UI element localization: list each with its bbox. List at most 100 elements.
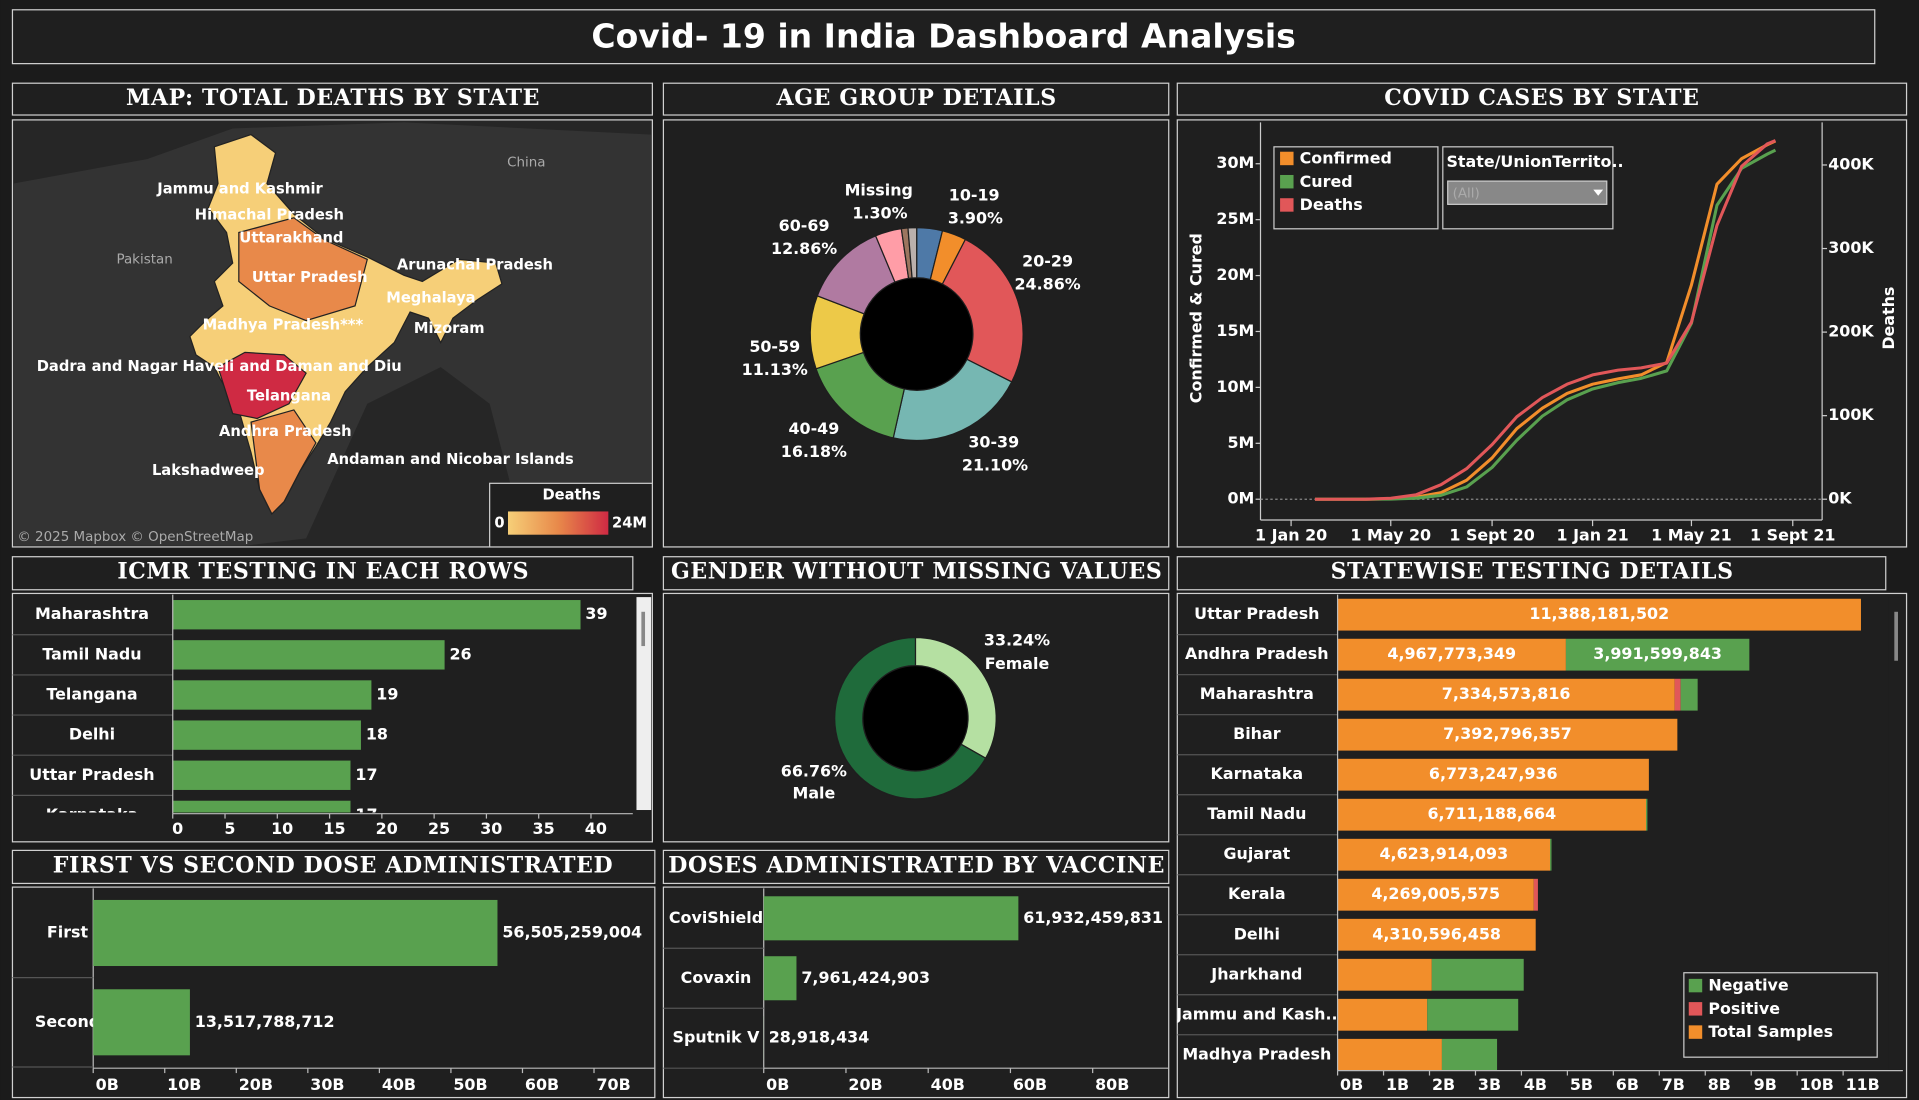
y-tick-label: 15M [1216, 321, 1254, 340]
bar [1337, 718, 1678, 751]
x-tick-label: 60B [1013, 1075, 1047, 1094]
value-label: 4,310,596,458 [1372, 924, 1501, 943]
legend-label: Total Samples [1708, 1022, 1833, 1041]
value-label: 7,961,424,903 [801, 968, 930, 987]
category-label: Maharashtra [1200, 684, 1314, 703]
x-tick-label: 20B [239, 1075, 273, 1094]
bar [1533, 878, 1538, 911]
scrollbar[interactable] [636, 597, 652, 811]
slice-label: 50-59 [749, 337, 800, 356]
scrollbar[interactable] [1888, 597, 1905, 1070]
state-label: Himachal Pradesh [195, 206, 344, 223]
panel-title: STATEWISE TESTING DETAILS [1331, 559, 1734, 585]
legend-swatch [1280, 174, 1294, 189]
x-tick-label: 0B [96, 1075, 119, 1094]
value-label: 6,773,247,936 [1429, 764, 1558, 783]
x-tick-label: 1B [1386, 1075, 1409, 1094]
scroll-thumb[interactable] [641, 611, 646, 647]
bar [1337, 758, 1649, 791]
slice [941, 238, 1024, 383]
y2-tick-label: 200K [1828, 322, 1874, 341]
donut-hole [863, 666, 968, 771]
slice-label: 30-39 [968, 432, 1019, 451]
filter-label: State/UnionTerrito.. [1446, 152, 1623, 171]
y2-tick-label: 100K [1828, 405, 1874, 424]
bar [1337, 998, 1428, 1031]
state-label: Dadra and Nagar Haveli and Daman and Diu [37, 358, 402, 375]
x-tick-label: 20 [376, 819, 398, 838]
state-label: Uttarakhand [239, 230, 343, 247]
bar [172, 760, 351, 790]
x-tick-label: 10B [167, 1075, 201, 1094]
y2-tick-label: 300K [1828, 238, 1874, 257]
bar [1565, 638, 1750, 671]
bar [1337, 838, 1551, 871]
panel-title: DOSES ADMINISTRATED BY VACCINE [668, 852, 1165, 878]
bar [93, 989, 190, 1056]
x-tick-label: 3B [1478, 1075, 1501, 1094]
scroll-thumb[interactable] [1894, 611, 1898, 661]
dropdown[interactable] [1447, 180, 1608, 205]
x-tick-label: 9B [1754, 1075, 1777, 1094]
legend-label: Deaths [1300, 195, 1363, 214]
y-tick-label: 25M [1216, 209, 1254, 228]
y-tick-label: 20M [1216, 265, 1254, 284]
header-box [11, 556, 634, 591]
category-label: Karnataka [46, 805, 139, 824]
legend-swatch [1280, 151, 1294, 166]
state-label: Meghalaya [386, 290, 475, 307]
value-label: 7,334,573,816 [1442, 684, 1571, 703]
value-label: 4,269,005,575 [1371, 884, 1500, 903]
value-label: 4,623,914,093 [1379, 844, 1508, 863]
value-label: 56,505,259,004 [502, 922, 642, 941]
x-tick-label: 30 [480, 819, 502, 838]
slice-label: 20-29 [1022, 251, 1073, 270]
y2-tick-label: 0K [1828, 489, 1852, 508]
legend-title: Deaths [543, 487, 601, 504]
slice-value: 1.30% [852, 204, 907, 223]
category-label: Madhya Pradesh [1182, 1044, 1331, 1063]
bar [1427, 998, 1519, 1031]
bar [763, 956, 797, 1001]
category-label: Andhra Pradesh [1185, 644, 1329, 663]
bar [1337, 678, 1675, 711]
category-label: Maharashtra [35, 604, 149, 623]
slice-value: 66.76% [781, 762, 847, 781]
bar [1337, 598, 1861, 631]
bar [1674, 678, 1681, 711]
category-label: Covaxin [681, 968, 752, 987]
bar [1337, 878, 1534, 911]
header-box [1176, 82, 1908, 116]
x-tick-label: 15 [323, 819, 345, 838]
slice [834, 636, 987, 800]
legend-box [1683, 972, 1878, 1058]
legend-label: Negative [1708, 976, 1789, 995]
state-label: Arunachal Pradesh [397, 257, 553, 274]
category-label: Sputnik V [673, 1028, 761, 1047]
state-label: Telangana [247, 387, 331, 404]
bar [172, 800, 351, 813]
state-label: Andhra Pradesh [219, 423, 352, 440]
bar [172, 640, 445, 670]
state-label: Lakshadweep [152, 462, 265, 479]
x-tick-label: 30B [310, 1075, 344, 1094]
bar [1680, 678, 1698, 711]
category-label: Uttar Pradesh [1194, 604, 1319, 623]
bar [1550, 838, 1552, 871]
category-label: Tamil Nadu [1207, 804, 1306, 823]
x-tick-label: 1 Jan 20 [1255, 525, 1327, 544]
x-tick-label: 80B [1095, 1075, 1129, 1094]
x-tick-label: 2B [1432, 1075, 1455, 1094]
x-tick-label: 50B [453, 1075, 487, 1094]
category-label: Jammu and Kash.. [1175, 1004, 1337, 1023]
header-box [11, 849, 656, 885]
legend-label: Cured [1300, 172, 1353, 191]
bar [1337, 798, 1647, 831]
color-scale [507, 511, 609, 535]
slice-label: 10-19 [949, 185, 1000, 204]
category-label: First [47, 922, 89, 941]
legend-swatch [1688, 978, 1703, 993]
x-tick-label: 40 [585, 819, 607, 838]
slice-value: 12.86% [771, 239, 837, 258]
